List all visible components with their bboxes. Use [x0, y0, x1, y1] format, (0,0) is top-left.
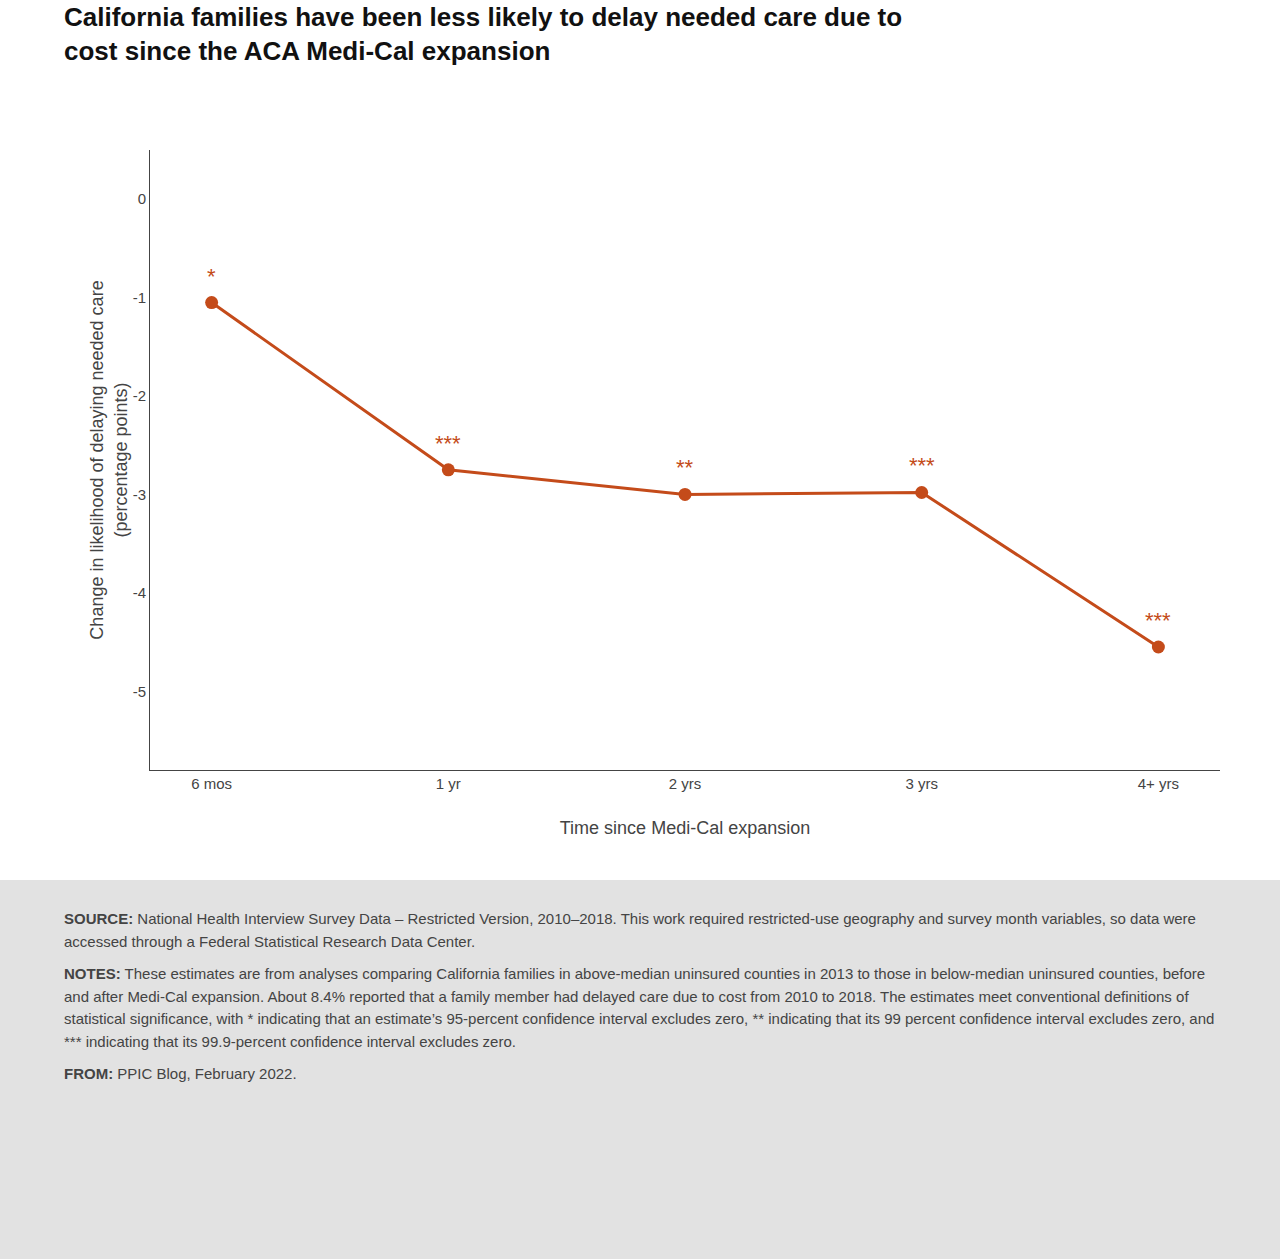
- html-text:FROM: PPIC Blog, February 2022: FROM: PPIC Blog, February 2022.: [64, 1065, 297, 1082]
- svg-text:2 yrs: 2 yrs: [669, 775, 702, 792]
- html-text:NOTES: These estimates are fro: NOTES: These estimates are from analyses…: [64, 965, 1215, 1050]
- svg-text:-4: -4: [133, 584, 146, 601]
- svg-text:***: ***: [1145, 608, 1171, 633]
- svg-text:**: **: [676, 455, 694, 480]
- svg-text:*: *: [207, 264, 216, 289]
- svg-text:6 mos: 6 mos: [191, 775, 232, 792]
- svg-text:0: 0: [138, 190, 146, 207]
- svg-text:Time since Medi-Cal expansion: Time since Medi-Cal expansion: [560, 818, 810, 838]
- html-text:SOURCE: National Health Interv: SOURCE: National Health Interview Survey…: [64, 910, 1196, 950]
- svg-text:3 yrs: 3 yrs: [905, 775, 938, 792]
- svg-text:-1: -1: [133, 289, 146, 306]
- svg-text:Change in likelihood of delayi: Change in likelihood of delaying needed …: [87, 280, 130, 639]
- svg-text:California families have been: California families have been less likel…: [64, 2, 902, 66]
- svg-text:***: ***: [435, 431, 461, 456]
- svg-text:1 yr: 1 yr: [436, 775, 461, 792]
- svg-text:-3: -3: [133, 486, 146, 503]
- svg-text:-5: -5: [133, 683, 146, 700]
- svg-text:***: ***: [909, 453, 935, 478]
- svg-text:-2: -2: [133, 387, 146, 404]
- svg-text:4+ yrs: 4+ yrs: [1138, 775, 1179, 792]
